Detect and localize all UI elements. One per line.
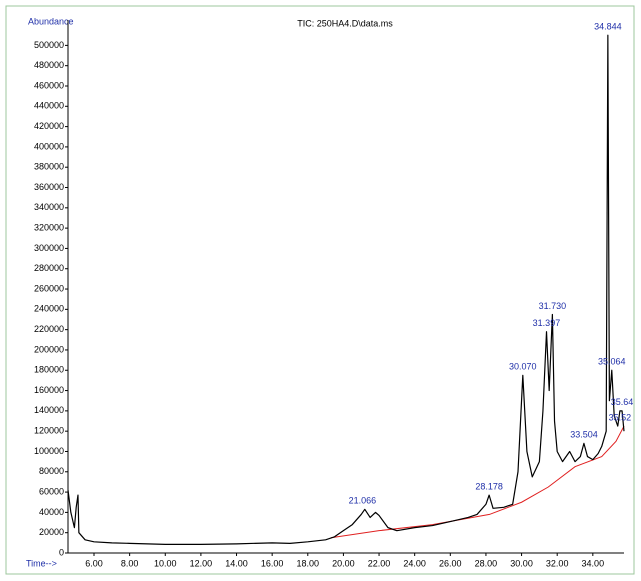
y-tick-label: 160000 [34,385,64,395]
x-tick-label: 22.00 [368,558,391,568]
peak-label: 33.504 [570,430,598,440]
x-tick-label: 14.00 [225,558,248,568]
y-tick-label: 320000 [34,222,64,232]
x-tick-label: 8.00 [121,558,139,568]
peak-label: 28.178 [475,482,503,492]
y-tick-label: 240000 [34,304,64,314]
peak-label: 31.397 [533,318,561,328]
y-tick-label: 20000 [39,527,64,537]
peak-label: 35.52 [609,412,632,422]
y-tick-label: 100000 [34,446,64,456]
y-tick-label: 440000 [34,101,64,111]
x-tick-label: 26.00 [439,558,462,568]
y-tick-label: 360000 [34,182,64,192]
peak-label: 35.64 [611,397,634,407]
x-tick-label: 30.00 [510,558,533,568]
baseline [330,425,625,539]
peak-label: 31.730 [539,301,567,311]
y-tick-label: 140000 [34,405,64,415]
y-tick-label: 340000 [34,202,64,212]
y-tick-label: 0 [59,547,64,557]
y-tick-label: 220000 [34,324,64,334]
x-tick-label: 24.00 [403,558,426,568]
y-tick-label: 420000 [34,121,64,131]
y-tick-label: 260000 [34,283,64,293]
y-tick-label: 300000 [34,243,64,253]
x-tick-label: 10.00 [154,558,177,568]
peak-label: 30.070 [509,362,537,372]
y-tick-label: 180000 [34,365,64,375]
y-tick-label: 280000 [34,263,64,273]
x-axis-label: Time--> [26,558,57,568]
x-tick-label: 34.00 [582,558,605,568]
chart-title: TIC: 250HA4.D\data.ms [297,18,393,28]
y-tick-label: 120000 [34,426,64,436]
y-axis-label: Abundance [28,16,74,26]
peak-label: 21.066 [349,496,377,506]
y-tick-label: 40000 [39,507,64,517]
y-tick-label: 60000 [39,486,64,496]
peak-label: 35.064 [598,357,626,367]
x-tick-label: 32.00 [546,558,569,568]
y-tick-label: 400000 [34,141,64,151]
frame [5,5,635,575]
x-tick-label: 12.00 [190,558,213,568]
x-tick-label: 28.00 [475,558,498,568]
y-tick-label: 80000 [39,466,64,476]
x-tick-label: 18.00 [297,558,320,568]
x-tick-label: 16.00 [261,558,284,568]
y-tick-label: 460000 [34,80,64,90]
peak-label: 34.844 [594,22,622,32]
y-tick-label: 200000 [34,344,64,354]
y-tick-label: 480000 [34,60,64,70]
y-tick-label: 500000 [34,40,64,50]
x-tick-label: 6.00 [85,558,103,568]
trace [67,34,625,545]
x-tick-label: 20.00 [332,558,355,568]
y-tick-label: 380000 [34,162,64,172]
